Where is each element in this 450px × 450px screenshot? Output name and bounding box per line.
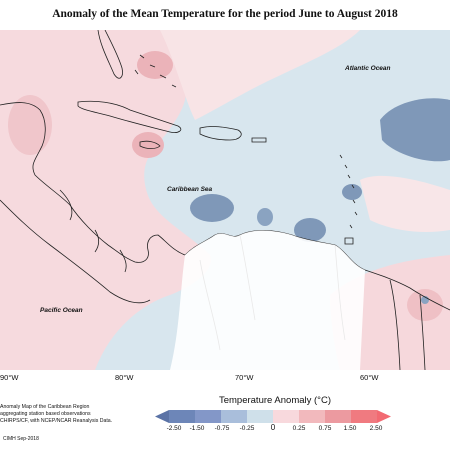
- colorbar-label: -0.25: [239, 425, 255, 432]
- coldspot-venezuela: [294, 218, 326, 242]
- coastline-pacific: [0, 199, 151, 304]
- colorbar-segment: [169, 410, 195, 423]
- coastline-cuba: [77, 100, 182, 133]
- longitude-tick-60w: 60°W: [360, 373, 379, 382]
- color-bar: [155, 410, 391, 423]
- central-america-borders: [59, 189, 127, 273]
- hotspot-jamaica: [132, 132, 164, 158]
- colorbar-label: 0.75: [318, 425, 332, 432]
- colorbar-arrow-low: [155, 410, 169, 423]
- colorbar-segment: [299, 410, 325, 423]
- coastline-florida: [97, 30, 123, 79]
- colorbar-label: -0.75: [214, 425, 230, 432]
- colorbar-label: 0: [270, 423, 276, 432]
- positive-anomaly-lesser-antilles: [360, 175, 450, 232]
- longitude-tick-90w: 90°W: [0, 373, 19, 382]
- label-pacific-ocean: Pacific Ocean: [40, 307, 83, 314]
- colorbar-segment: [351, 410, 377, 423]
- coastline-central-america: [0, 102, 186, 263]
- anomaly-map: Atlantic Ocean Caribbean Sea Pacific Oce…: [0, 30, 450, 370]
- colorbar-label: 1.50: [343, 425, 357, 432]
- credit-line: Anomaly Map of the Caribbean Region: [0, 404, 90, 410]
- longitude-tick-80w: 80°W: [115, 373, 134, 382]
- colorbar-segment: [273, 410, 299, 423]
- positive-anomaly-north: [160, 30, 360, 120]
- south-america-land: [170, 230, 365, 370]
- hotspot-yucatan: [8, 95, 52, 155]
- label-atlantic-ocean: Atlantic Ocean: [344, 65, 391, 72]
- coastline-bahamas: [134, 54, 177, 88]
- colorbar-segment: [247, 410, 273, 423]
- coastline-jamaica: [139, 140, 161, 150]
- hotspot-guiana: [407, 289, 443, 321]
- colorbar-segment: [221, 410, 247, 423]
- longitude-tick-70w: 70°W: [235, 373, 254, 382]
- coastline-hispaniola: [199, 126, 242, 141]
- credit-line: CHIRPS/CF, with NCEP/NCAR Reanalysis Dat…: [0, 417, 113, 424]
- colorbar-label: -1.50: [189, 425, 205, 432]
- legend-title: Temperature Anomaly (°C): [218, 395, 332, 406]
- positive-anomaly-west: [0, 30, 211, 370]
- coldspot-caribbean-west: [190, 194, 234, 222]
- colorbar-arrow-high: [377, 410, 391, 423]
- coldspot-atlantic: [380, 98, 450, 162]
- colorbar-segment: [325, 410, 351, 423]
- colorbar-label: 2.50: [369, 425, 383, 432]
- label-caribbean-sea: Caribbean Sea: [167, 186, 213, 193]
- colorbar-segment: [195, 410, 221, 423]
- credit-line: aggregating station based observations: [0, 410, 91, 417]
- credit-stamp: CIMH Sep-2018: [3, 436, 39, 442]
- map-title: Anomaly of the Mean Temperature for the …: [52, 8, 398, 20]
- hotspot-bahamas: [137, 51, 173, 79]
- coastline-lesser-antilles: [339, 154, 358, 229]
- credit-text: Anomaly Map of the Caribbean Region aggr…: [0, 404, 130, 424]
- coastline-trinidad: [344, 237, 354, 245]
- coastline-puerto-rico: [251, 137, 267, 143]
- coldspot-caribbean-mid: [257, 208, 273, 226]
- coldspot-lesser-antilles: [342, 184, 362, 200]
- colorbar-label: 0.25: [292, 425, 306, 432]
- colorbar-label: -2.50: [166, 425, 182, 432]
